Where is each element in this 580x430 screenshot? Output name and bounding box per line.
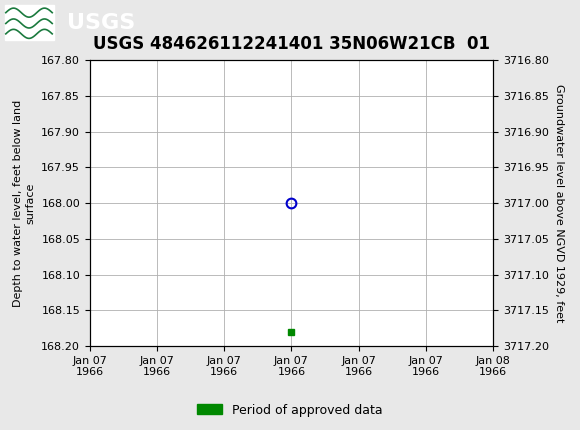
Text: USGS: USGS xyxy=(67,12,135,33)
Title: USGS 484626112241401 35N06W21CB  01: USGS 484626112241401 35N06W21CB 01 xyxy=(93,35,490,53)
Legend: Period of approved data: Period of approved data xyxy=(192,399,388,421)
FancyBboxPatch shape xyxy=(5,6,54,40)
Y-axis label: Depth to water level, feet below land
surface: Depth to water level, feet below land su… xyxy=(13,100,36,307)
Y-axis label: Groundwater level above NGVD 1929, feet: Groundwater level above NGVD 1929, feet xyxy=(554,84,564,322)
